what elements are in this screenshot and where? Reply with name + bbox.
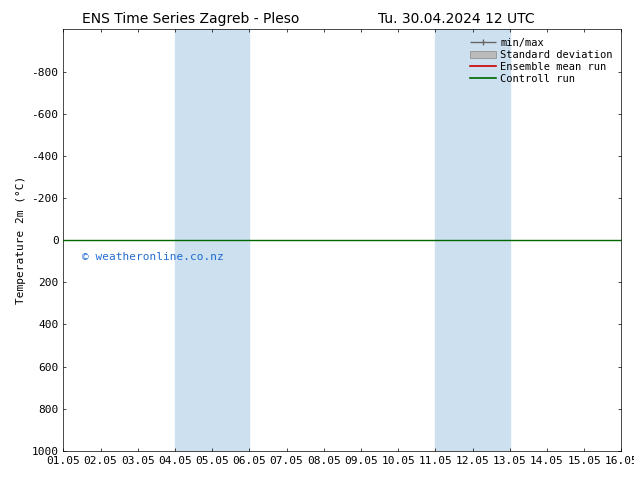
Bar <box>436 29 510 451</box>
Title: ENS Time Series Zagreb - Pleso      Tu. 30.04.2024 12 UTC: ENS Time Series Zagreb - Pleso Tu. 30.04… <box>0 489 1 490</box>
Bar <box>175 29 249 451</box>
Legend: min/max, Standard deviation, Ensemble mean run, Controll run: min/max, Standard deviation, Ensemble me… <box>467 35 616 87</box>
Text: Tu. 30.04.2024 12 UTC: Tu. 30.04.2024 12 UTC <box>378 12 535 26</box>
Text: ENS Time Series Zagreb - Pleso: ENS Time Series Zagreb - Pleso <box>82 12 299 26</box>
Y-axis label: Temperature 2m (°C): Temperature 2m (°C) <box>16 176 26 304</box>
Text: © weatheronline.co.nz: © weatheronline.co.nz <box>82 252 224 262</box>
